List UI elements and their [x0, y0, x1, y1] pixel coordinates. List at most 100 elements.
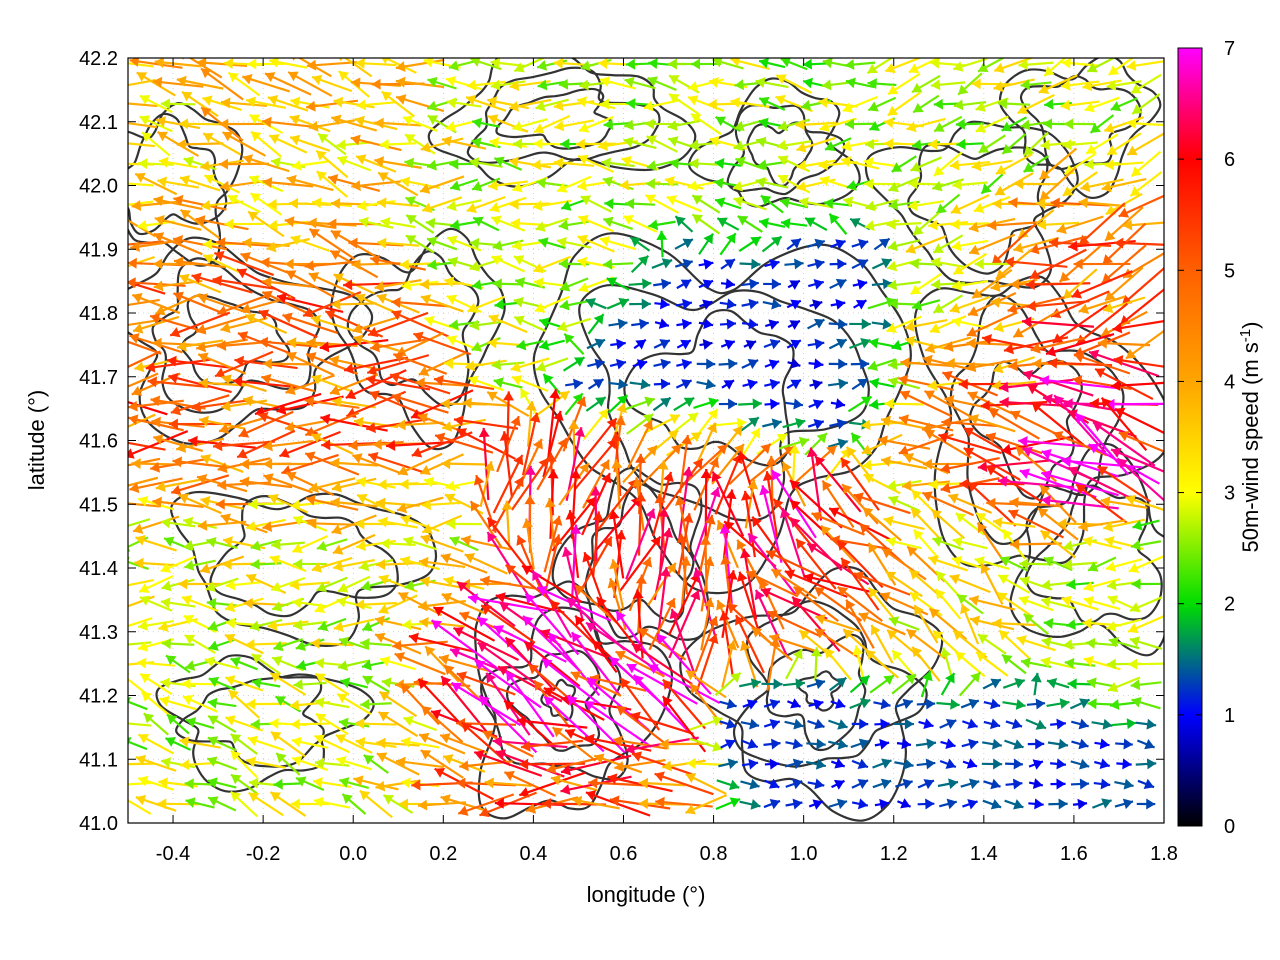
- wind-vector: [202, 95, 242, 112]
- wind-vector: [957, 72, 983, 96]
- wind-vector: [257, 411, 319, 435]
- wind-vector: [336, 692, 372, 716]
- colorbar-title-suffix: ): [1238, 322, 1263, 329]
- wind-vector: [245, 96, 287, 109]
- wind-vector: [743, 339, 757, 350]
- wind-vector: [913, 604, 939, 644]
- wind-vector: [147, 376, 209, 389]
- wind-vector: [153, 232, 203, 256]
- wind-vector: [181, 595, 219, 612]
- wind-vector: [899, 390, 953, 418]
- wind-vector: [915, 738, 937, 750]
- wind-vector: [290, 798, 330, 810]
- wind-vector: [554, 119, 594, 132]
- wind-vector: [230, 733, 258, 755]
- wind-vector: [951, 280, 989, 291]
- wind-vector: [335, 734, 373, 754]
- wind-vector: [994, 172, 1034, 196]
- wind-vector: [336, 139, 372, 151]
- wind-vector: [492, 278, 524, 290]
- wind-vector: [250, 538, 282, 552]
- wind-vector: [246, 698, 286, 710]
- wind-vector: [874, 718, 890, 730]
- wind-vector: [1128, 658, 1164, 670]
- wind-vector: [438, 654, 490, 672]
- wind-vector: [966, 337, 1018, 349]
- wind-vector: [158, 618, 198, 632]
- wind-vector: [739, 258, 761, 270]
- wind-vector: [655, 796, 713, 808]
- x-axis-ticks: -0.4 -0.2 0.0 0.2 0.4 0.6 0.8 1.0 1.2 1.4 1.6 1.8: [156, 58, 1178, 865]
- wind-vector: [1094, 367, 1154, 401]
- wind-vector: [1039, 166, 1077, 202]
- wind-vector: [787, 319, 801, 330]
- wind-vector: [714, 157, 742, 169]
- wind-vector: [1116, 758, 1132, 770]
- wind-vector: [1052, 431, 1108, 457]
- wind-vector: [871, 278, 893, 290]
- wind-vector: [430, 619, 498, 669]
- wind-vector: [680, 556, 692, 612]
- wind-vector: [901, 480, 951, 492]
- contour-line: [209, 494, 399, 618]
- wind-vector: [184, 559, 216, 571]
- wind-vector: [128, 240, 164, 246]
- wind-vector: [718, 758, 738, 770]
- wind-vector: [999, 556, 1029, 572]
- wind-vector: [836, 539, 884, 589]
- wind-vector: [395, 76, 445, 89]
- colorbar-title: 50m-wind speed (m s-1): [1237, 322, 1263, 553]
- wind-vector: [457, 793, 515, 816]
- wind-vector: [1041, 470, 1119, 497]
- wind-vector: [1131, 578, 1161, 590]
- wind-vector: [137, 495, 175, 511]
- wind-vector: [380, 217, 416, 229]
- wind-vector: [140, 691, 172, 717]
- wind-vector: [624, 396, 656, 411]
- wind-vector: [1004, 739, 1024, 750]
- wind-vector: [905, 628, 947, 660]
- wind-vector: [971, 159, 1013, 172]
- wind-vector: [1105, 398, 1164, 410]
- colorbar-tick-label: 4: [1224, 371, 1235, 393]
- wind-vector: [586, 338, 606, 350]
- wind-vector: [830, 535, 890, 551]
- contour-line: [796, 670, 842, 712]
- wind-vector: [852, 279, 868, 290]
- wind-vector: [956, 593, 984, 615]
- wind-vector: [1135, 718, 1157, 730]
- wind-vector: [747, 532, 797, 596]
- wind-vector: [141, 131, 171, 157]
- wind-vector: [397, 452, 443, 476]
- wind-vector: [1062, 268, 1098, 300]
- wind-vector: [1023, 155, 1049, 173]
- wind-vector: [625, 58, 655, 70]
- wind-vector: [962, 799, 978, 810]
- wind-vector: [377, 171, 419, 197]
- wind-vector: [337, 575, 371, 593]
- wind-vector: [145, 358, 211, 373]
- wind-vector: [203, 174, 241, 194]
- wind-vector: [1087, 556, 1117, 572]
- wind-vector: [466, 195, 506, 214]
- wind-vector: [396, 419, 444, 431]
- wind-vector: [269, 555, 307, 573]
- wind-vector: [693, 397, 719, 409]
- wind-vector: [327, 174, 381, 192]
- wind-vector: [565, 378, 583, 390]
- wind-vector: [675, 298, 693, 310]
- wind-vector: [129, 477, 183, 494]
- wind-vector: [631, 642, 693, 686]
- wind-vector: [1125, 494, 1164, 512]
- wind-vector: [668, 92, 700, 116]
- wind-vector: [906, 117, 946, 133]
- wind-vector: [985, 465, 1043, 503]
- wind-vector: [574, 584, 618, 624]
- wind-vector: [339, 677, 369, 689]
- wind-vector: [243, 597, 289, 609]
- wind-vector: [692, 486, 721, 562]
- wind-vector: [830, 758, 846, 769]
- wind-vector: [505, 670, 555, 738]
- wind-vector: [1062, 171, 1098, 197]
- wind-vector: [643, 414, 681, 434]
